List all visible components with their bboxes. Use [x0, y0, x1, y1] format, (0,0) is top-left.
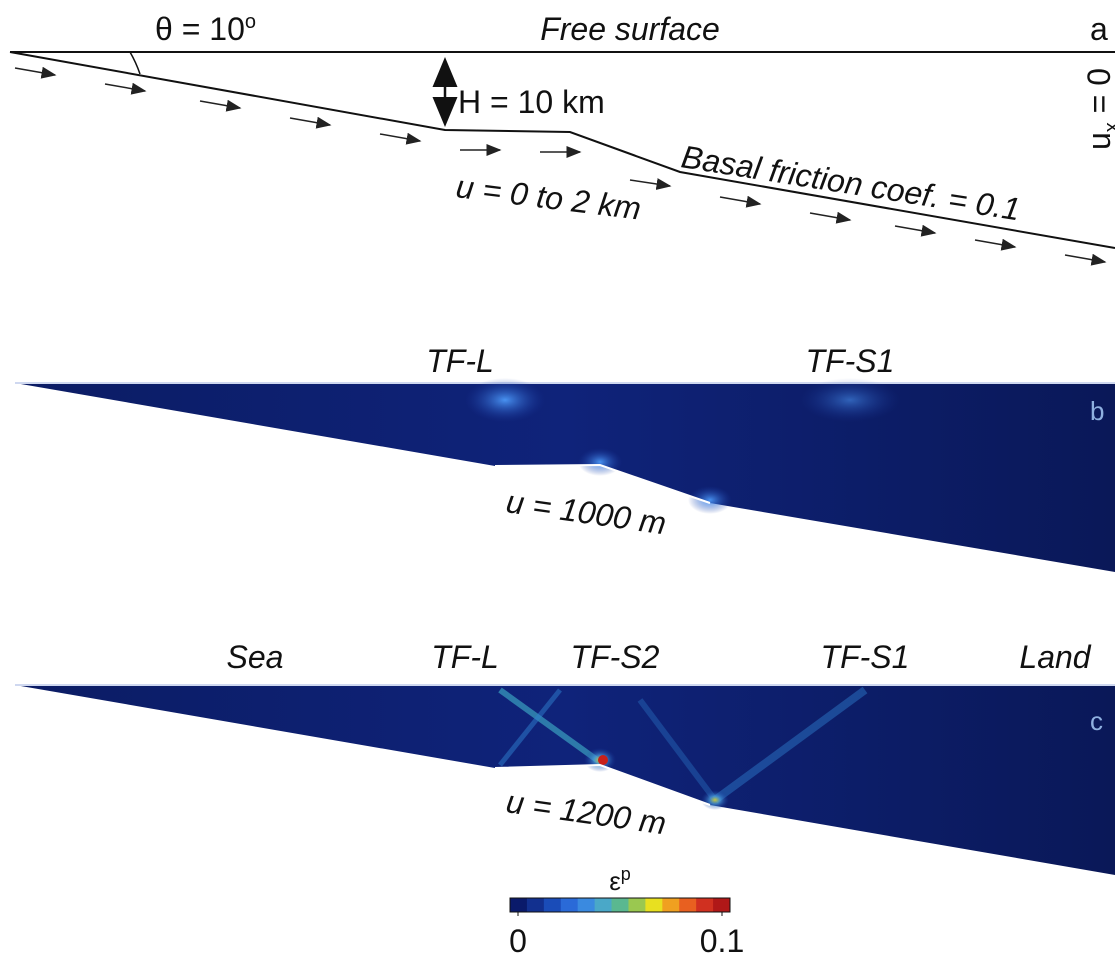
panel-letter: b	[1090, 396, 1104, 426]
shear-band	[498, 688, 562, 767]
friction-label: Basal friction coef. = 0.1	[679, 138, 1023, 227]
region-label: Sea	[227, 639, 284, 675]
displacement-label: u = 1000 m	[504, 483, 668, 541]
strain-zone	[701, 790, 729, 810]
slip-arrows	[14, 66, 1107, 266]
fault-label: TF-S1	[806, 343, 895, 379]
colorbar-segment	[560, 898, 579, 912]
strain-peak	[598, 755, 608, 765]
colorbar-segment	[543, 898, 562, 912]
panel-c: Sea TF-L TF-S2 TF-S1 Land c u = 1200 m	[15, 639, 1115, 875]
colorbar-segment	[696, 898, 714, 912]
colorbar-segment	[662, 898, 680, 912]
angle-label: θ = 10o	[155, 11, 256, 47]
fault-label: TF-L	[431, 639, 499, 675]
strain-zone	[800, 378, 900, 422]
fault	[494, 763, 711, 806]
colorbar-segment	[645, 898, 663, 912]
fault-label: TF-S2	[571, 639, 660, 675]
colorbar-frame	[509, 897, 731, 913]
shear-band	[712, 686, 868, 804]
panel-b: TF-L TF-S1 b u = 1000 m	[15, 343, 1115, 572]
strain-zone	[465, 378, 545, 422]
fault-label: TF-S1	[821, 639, 910, 675]
colorbar-segment	[628, 898, 646, 912]
wedge	[15, 383, 1115, 572]
panel-letter: a	[1090, 11, 1108, 47]
colorbar-segment	[679, 898, 697, 912]
region-label: Land	[1019, 639, 1091, 675]
fault-label: TF-L	[426, 343, 494, 379]
colorbar-tick-label: 0	[509, 923, 527, 959]
colorbar-tick-label: 0.1	[700, 923, 744, 959]
displacement-label: u = 0 to 2 km	[454, 168, 643, 226]
colorbar-segment	[611, 898, 629, 912]
panel-letter: c	[1090, 706, 1103, 736]
colorbar-segment	[526, 898, 545, 912]
thickness-label: H = 10 km	[458, 84, 605, 120]
boundary-label: ux = 0	[1081, 68, 1115, 150]
colorbar-segment	[510, 898, 528, 912]
colorbar-title: εp	[609, 864, 631, 896]
shear-band	[637, 698, 718, 802]
strain-zone	[688, 486, 732, 514]
colorbar: εp 0 0.1	[509, 864, 744, 959]
shear-band	[498, 687, 602, 765]
colorbar-segment	[713, 898, 731, 912]
base-line	[9, 51, 1115, 249]
angle-arc	[129, 51, 141, 75]
wedge	[15, 685, 1115, 875]
surface-label: Free surface	[540, 11, 720, 47]
colorbar-segment	[594, 898, 613, 912]
fault	[494, 463, 711, 504]
panel-a: θ = 10o Free surface a H = 10 km u = 0 t…	[9, 11, 1115, 266]
colorbar-segment	[577, 898, 596, 912]
displacement-label: u = 1200 m	[504, 783, 668, 841]
strain-zone	[578, 448, 622, 476]
